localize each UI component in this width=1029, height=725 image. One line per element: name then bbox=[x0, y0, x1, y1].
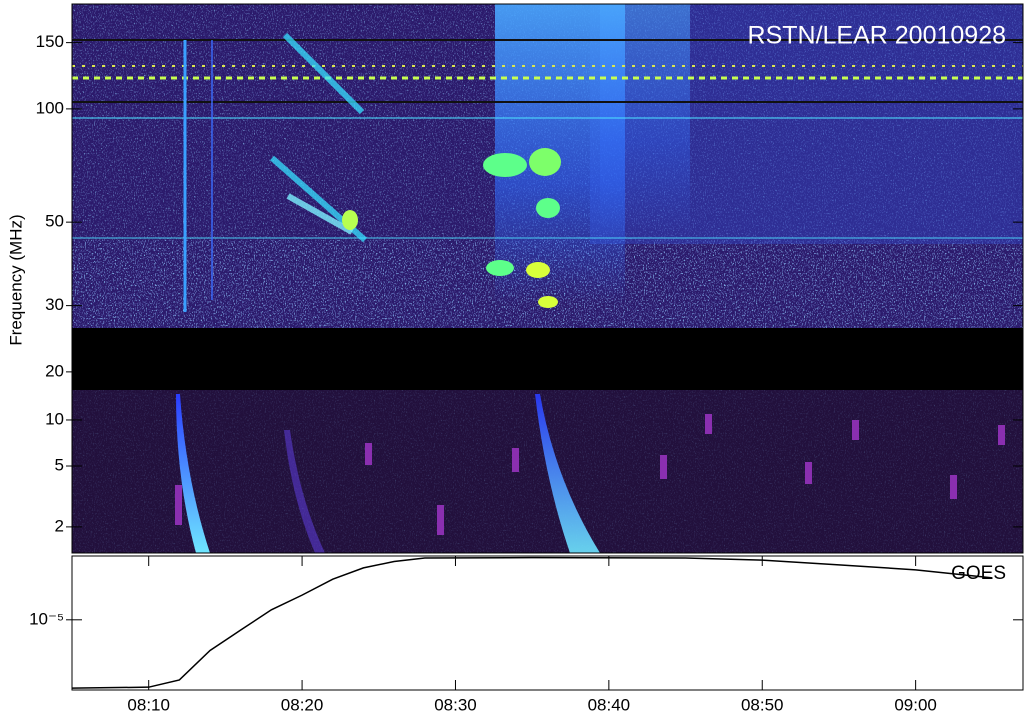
spectrogram-image bbox=[72, 4, 1023, 553]
annotation: GOES bbox=[951, 563, 1006, 584]
y-tick-label: 50 bbox=[45, 212, 64, 231]
x-tick-label: 09:00 bbox=[894, 695, 937, 714]
y-tick-label: 150 bbox=[36, 32, 64, 51]
x-tick-label: 08:40 bbox=[588, 695, 631, 714]
x-tick-label: 08:30 bbox=[434, 695, 477, 714]
goes-line bbox=[71, 556, 993, 689]
goes-frame bbox=[71, 555, 1024, 691]
x-tick-label: 08:50 bbox=[741, 695, 784, 714]
x-tick-label: 08:20 bbox=[281, 695, 324, 714]
x-tick-label: 08:10 bbox=[127, 695, 170, 714]
y-tick-label: 5 bbox=[55, 455, 64, 474]
y-tick-label: 10 bbox=[45, 409, 64, 428]
annotation: RSTN/LEAR 20010928 bbox=[748, 22, 1006, 50]
y-tick-label: 10⁻⁵ bbox=[29, 609, 64, 628]
y-tick-label: 100 bbox=[36, 98, 64, 117]
y-tick-label: 20 bbox=[45, 361, 64, 380]
y-axis-label: Frequency (MHz) bbox=[6, 214, 25, 345]
spectrogram-frame bbox=[71, 3, 1024, 554]
y-tick-label: 30 bbox=[45, 295, 64, 314]
y-tick-label: 2 bbox=[55, 516, 64, 535]
